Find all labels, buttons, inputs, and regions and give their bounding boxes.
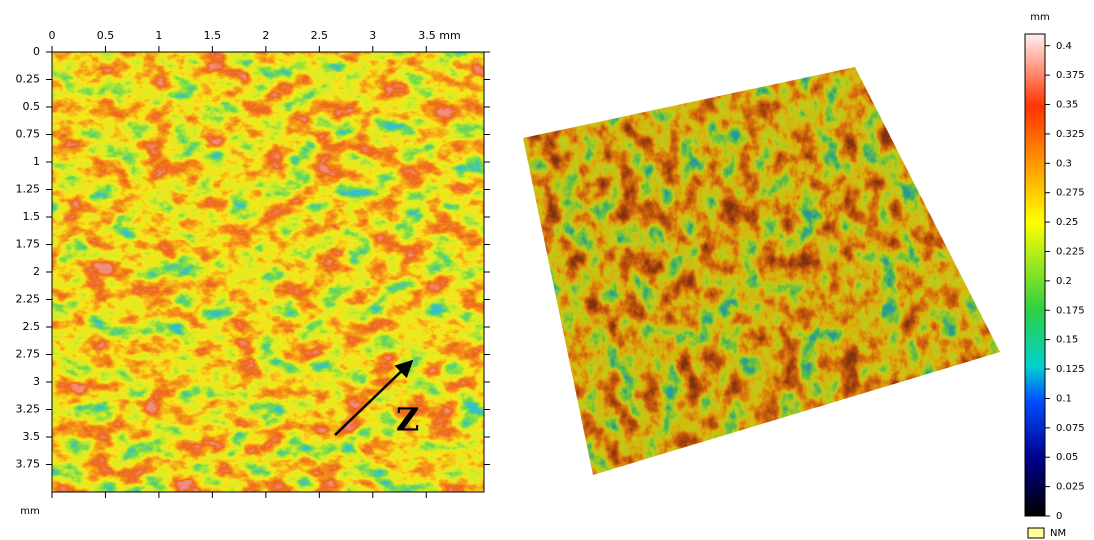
y-tick-label: 0.25	[16, 73, 41, 86]
colorbar-tick-label: 0.4	[1056, 41, 1072, 52]
colorbar-tick-label: 0.325	[1056, 129, 1085, 140]
y-tick-label: 0	[33, 45, 40, 58]
x-tick-label: 0	[49, 29, 56, 42]
colorbar-tick-label: 0.05	[1056, 452, 1078, 463]
x-tick-label: 0.5	[97, 29, 115, 42]
colorbar-tick-label: 0.175	[1056, 305, 1085, 316]
y-unit: mm	[20, 506, 39, 517]
x-tick-label: 1.5	[204, 29, 222, 42]
colorbar-tick-label: 0.375	[1056, 70, 1085, 81]
colorbar-unit: mm	[1030, 12, 1049, 23]
colorbar-tick-label: 0.075	[1056, 423, 1085, 434]
colorbar-tick-label: 0.3	[1056, 158, 1072, 169]
y-tick-label: 0.75	[16, 128, 41, 141]
colorbar-tick-label: 0.1	[1056, 393, 1072, 404]
legend-swatch	[1027, 527, 1045, 539]
y-tick-label: 0.5	[23, 100, 41, 113]
surface-3d	[523, 67, 1000, 475]
colorbar-tick-label: 0.225	[1056, 246, 1085, 257]
colorbar-tick-label: 0	[1056, 511, 1062, 522]
y-tick-label: 2.25	[16, 293, 41, 306]
height-map	[52, 52, 484, 492]
y-tick-label: 2	[33, 265, 40, 278]
colorbar-tick-label: 0.025	[1056, 482, 1085, 493]
colorbar-tick-label: 0.275	[1056, 188, 1085, 199]
colorbar-tick-label: 0.2	[1056, 276, 1072, 287]
y-tick-label: 1.25	[16, 183, 41, 196]
y-tick-label: 3.5	[23, 430, 41, 443]
legend-label: NM	[1050, 528, 1066, 539]
annotation: Z	[396, 401, 419, 439]
x-tick-label: 1	[155, 29, 162, 42]
y-tick-label: 1.5	[23, 210, 41, 223]
x-tick-label: 3	[369, 29, 376, 42]
y-tick-label: 1.75	[16, 238, 41, 251]
colorbar-tick-label: 0.15	[1056, 335, 1078, 346]
x-tick-label: 2	[262, 29, 269, 42]
y-tick-label: 2.5	[23, 320, 41, 333]
colorbar-tick-label: 0.25	[1056, 217, 1078, 228]
arrow	[334, 359, 414, 436]
y-tick-label: 3.25	[16, 403, 41, 416]
y-tick-label: 3	[33, 375, 40, 388]
colorbar	[1024, 33, 1046, 517]
y-tick-label: 2.75	[16, 348, 41, 361]
x-tick-label: 2.5	[311, 29, 329, 42]
colorbar-tick-label: 0.125	[1056, 364, 1085, 375]
x-tick-label: 3.5 mm	[418, 29, 460, 42]
y-tick-label: 3.75	[16, 458, 41, 471]
y-tick-label: 1	[33, 155, 40, 168]
colorbar-tick-label: 0.35	[1056, 100, 1078, 111]
